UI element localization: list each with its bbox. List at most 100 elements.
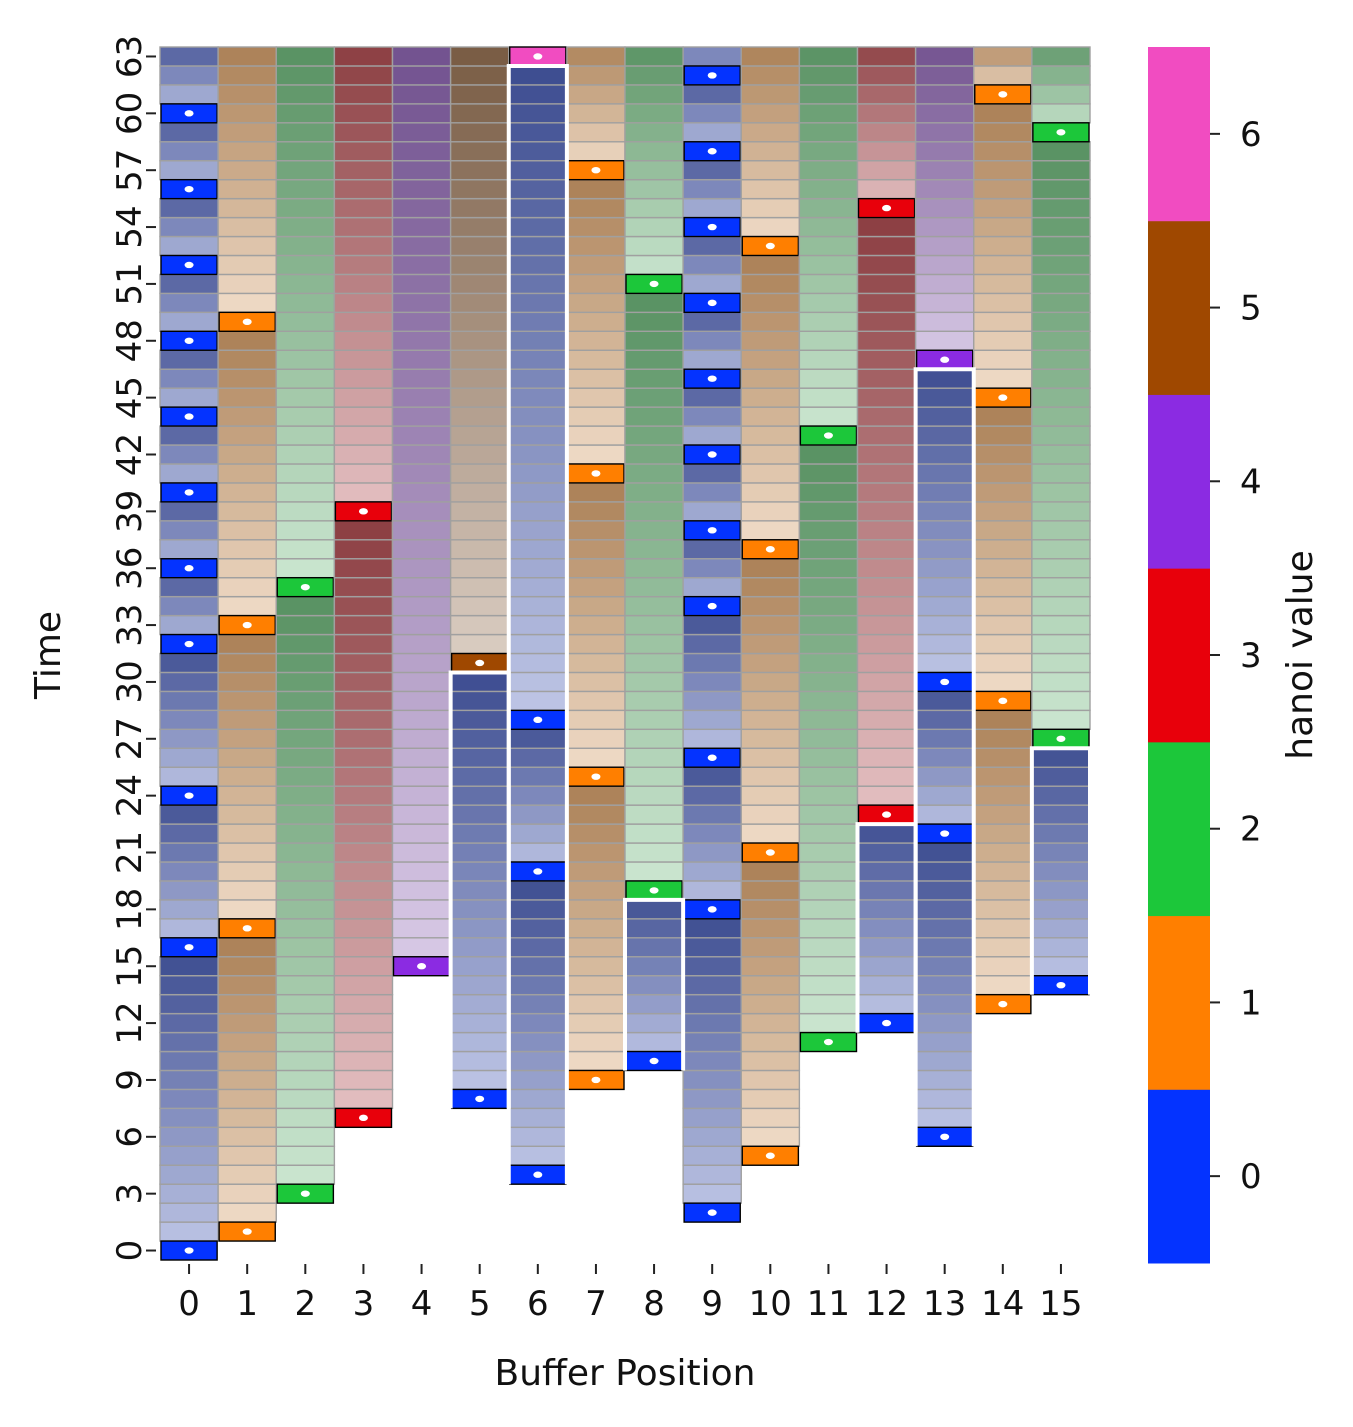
heatmap-cell [798,349,859,370]
heatmap-cell [275,84,336,105]
heatmap-cell [914,539,975,560]
heatmap-cell [914,1069,975,1091]
heatmap-cell [333,728,394,749]
heatmap-cell [217,349,277,370]
heatmap-cell [914,1088,975,1110]
heatmap-cell [682,160,742,181]
heatmap-cell [973,766,1033,787]
heatmap-cell [566,444,626,465]
write-event-marker [707,223,717,231]
heatmap-cell [682,406,742,427]
heatmap-cell [391,614,452,636]
heatmap-cell [624,728,684,749]
heatmap-cell [914,406,975,427]
heatmap-cell [856,520,917,541]
heatmap-cell [333,46,394,67]
heatmap-cell [275,993,336,1015]
heatmap-cell [333,1088,394,1110]
heatmap-cell [914,766,975,787]
heatmap-cell [566,520,626,541]
heatmap-cell [508,349,568,370]
heatmap-cell [159,1069,219,1091]
heatmap-cell [682,690,742,712]
heatmap-cell [856,709,917,731]
segment-boundary [913,367,976,1147]
heatmap-cell [682,1126,742,1147]
heatmap-cell [217,1145,277,1166]
x-axis-label: Buffer Position [495,1353,756,1394]
write-event-marker [823,1038,833,1046]
heatmap-cell [798,633,859,655]
heatmap-cell [856,482,917,503]
heatmap-cell [217,804,277,825]
heatmap-cell [449,690,510,712]
heatmap-cell [856,747,917,768]
heatmap-cell [624,387,684,408]
heatmap-cell [740,975,801,996]
heatmap-cell [159,823,219,844]
x-tick-label: 13 [923,1284,966,1324]
heatmap-cell [159,197,219,219]
heatmap-cell [449,387,510,408]
heatmap-cell [798,671,859,693]
x-tick-label: 3 [353,1284,375,1324]
heatmap-cell [798,84,859,105]
heatmap-cell [217,84,277,105]
heatmap-cell [973,122,1033,143]
heatmap-cell [1031,937,1091,958]
write-event-marker [882,811,892,818]
heatmap-cell [333,235,394,257]
write-event-marker [1056,129,1066,136]
cells-layer [159,46,1091,1261]
heatmap-cell [159,671,219,693]
heatmap-cell [217,1164,277,1185]
heatmap-cell [449,311,510,332]
heatmap-cell [973,785,1033,806]
heatmap-cell [217,956,277,977]
heatmap-cell [973,425,1033,446]
heatmap-cell [682,558,742,579]
heatmap-cell [914,141,975,162]
heatmap-cell [798,728,859,749]
y-tick-label: 3 [110,1183,150,1205]
heatmap-cell [217,216,277,238]
heatmap-cell [159,425,219,446]
heatmap-cell [391,65,452,86]
heatmap-cell [973,292,1033,314]
write-event-marker [475,1095,485,1103]
heatmap-cell [508,122,568,143]
heatmap-cell [391,178,452,200]
heatmap-cell [217,1088,277,1110]
heatmap-cell [275,899,336,920]
heatmap-cell [1031,785,1091,806]
heatmap-cell [159,1050,219,1072]
heatmap-cell [914,899,975,920]
heatmap-cell [682,1164,742,1185]
heatmap-cell [159,463,219,484]
heatmap-cell [391,84,452,105]
heatmap-cell [798,65,859,86]
heatmap-cell [275,254,336,276]
heatmap-cell [275,956,336,977]
heatmap-cell [682,84,742,105]
heatmap-cell [508,501,568,522]
heatmap-cell [159,292,219,314]
heatmap-cell [914,861,975,882]
write-event-marker [940,356,950,363]
heatmap-cell [391,387,452,408]
heatmap-cell [159,539,219,560]
heatmap-cell [159,804,219,825]
heatmap-cell [391,425,452,446]
heatmap-cell [973,576,1033,598]
heatmap-cell [333,216,394,238]
heatmap-cell [740,425,801,446]
write-event-marker [649,887,659,894]
heatmap-cell [159,993,219,1015]
heatmap-cell [508,1107,568,1129]
heatmap-cell [740,671,801,693]
heatmap-cell [1031,633,1091,655]
heatmap-cell [217,235,277,257]
heatmap-cell [856,46,917,67]
heatmap-cell [159,65,219,86]
write-event-marker [184,944,194,951]
